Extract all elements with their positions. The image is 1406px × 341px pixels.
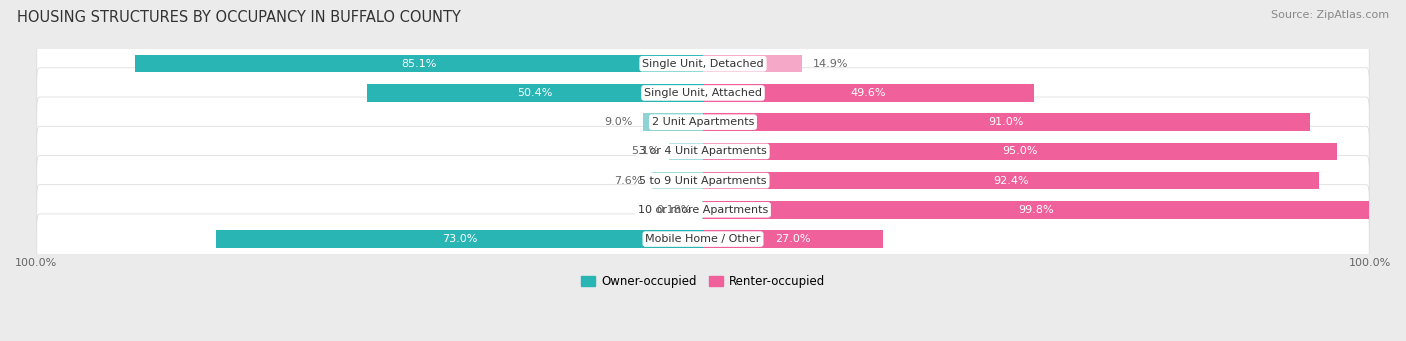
Text: 85.1%: 85.1%	[402, 59, 437, 69]
Text: 50.4%: 50.4%	[517, 88, 553, 98]
Text: Single Unit, Detached: Single Unit, Detached	[643, 59, 763, 69]
FancyBboxPatch shape	[37, 185, 1369, 235]
Text: 92.4%: 92.4%	[993, 176, 1029, 186]
Bar	[217, 230, 703, 248]
Bar	[703, 201, 1368, 219]
Bar	[652, 172, 703, 189]
FancyBboxPatch shape	[37, 155, 1369, 206]
Text: Mobile Home / Other: Mobile Home / Other	[645, 234, 761, 244]
Bar	[703, 84, 1033, 102]
Text: 10 or more Apartments: 10 or more Apartments	[638, 205, 768, 215]
Text: 27.0%: 27.0%	[775, 234, 811, 244]
Text: 14.9%: 14.9%	[813, 59, 848, 69]
Text: 73.0%: 73.0%	[441, 234, 477, 244]
Text: 3 or 4 Unit Apartments: 3 or 4 Unit Apartments	[640, 146, 766, 157]
Bar	[703, 114, 1310, 131]
Text: 95.0%: 95.0%	[1002, 146, 1038, 157]
Text: Source: ZipAtlas.com: Source: ZipAtlas.com	[1271, 10, 1389, 20]
FancyBboxPatch shape	[37, 39, 1369, 89]
Bar	[703, 143, 1337, 160]
Text: 5.1%: 5.1%	[631, 146, 659, 157]
Bar	[703, 230, 883, 248]
Text: 7.6%: 7.6%	[614, 176, 643, 186]
Text: HOUSING STRUCTURES BY OCCUPANCY IN BUFFALO COUNTY: HOUSING STRUCTURES BY OCCUPANCY IN BUFFA…	[17, 10, 461, 25]
Bar	[367, 84, 703, 102]
Bar	[643, 114, 703, 131]
Bar	[135, 55, 703, 73]
Text: 49.6%: 49.6%	[851, 88, 886, 98]
FancyBboxPatch shape	[37, 126, 1369, 177]
Bar	[703, 55, 803, 73]
Bar	[669, 143, 703, 160]
Bar	[703, 172, 1319, 189]
FancyBboxPatch shape	[37, 97, 1369, 147]
FancyBboxPatch shape	[37, 68, 1369, 118]
Text: 9.0%: 9.0%	[605, 117, 633, 127]
FancyBboxPatch shape	[37, 214, 1369, 264]
Text: 2 Unit Apartments: 2 Unit Apartments	[652, 117, 754, 127]
Text: 91.0%: 91.0%	[988, 117, 1024, 127]
Text: 99.8%: 99.8%	[1018, 205, 1053, 215]
Legend: Owner-occupied, Renter-occupied: Owner-occupied, Renter-occupied	[576, 270, 830, 293]
Text: 0.18%: 0.18%	[657, 205, 692, 215]
Text: 5 to 9 Unit Apartments: 5 to 9 Unit Apartments	[640, 176, 766, 186]
Text: Single Unit, Attached: Single Unit, Attached	[644, 88, 762, 98]
